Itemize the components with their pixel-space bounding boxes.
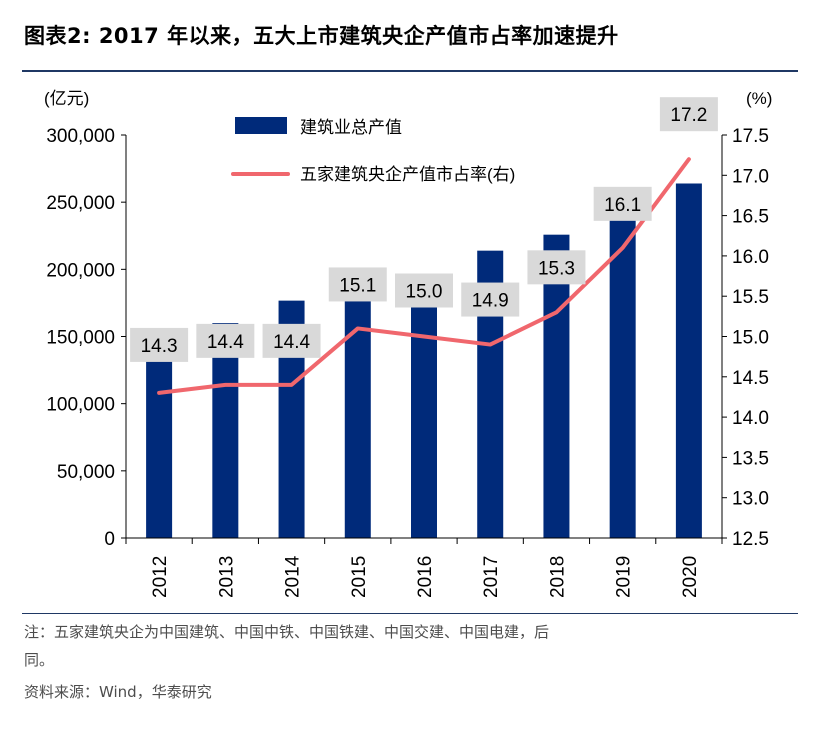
x-tick-label: 2015	[349, 556, 370, 598]
left-tick-label: 100,000	[46, 395, 115, 416]
data-label: 14.9	[472, 291, 509, 312]
right-tick-label: 14.5	[732, 368, 769, 389]
data-label-box	[395, 273, 453, 308]
data-label-box	[593, 186, 652, 221]
bar-2013	[212, 323, 239, 538]
data-label-box	[130, 327, 189, 362]
data-label-box	[196, 323, 255, 358]
data-label: 14.4	[273, 332, 310, 353]
right-tick-label: 14.0	[732, 408, 769, 429]
footnote-line-1: 注：五家建筑央企为中国建筑、中国中铁、中国铁建、中国交建、中国电建，后	[24, 623, 550, 641]
bar-2016	[411, 277, 437, 538]
source-note: 资料来源：Wind，华泰研究	[24, 683, 212, 701]
data-label-box	[461, 282, 520, 317]
bar-2015	[344, 295, 371, 538]
right-tick-label: 15.5	[732, 287, 769, 308]
chart-title: 图表2: 2017 年以来，五大上市建筑央企产值市占率加速提升	[24, 24, 619, 48]
left-tick-label: 200,000	[46, 260, 115, 281]
data-label: 16.1	[604, 195, 641, 216]
x-tick-label: 2014	[283, 555, 304, 598]
x-tick-label: 2013	[216, 556, 237, 598]
right-tick-label: 12.5	[732, 529, 769, 550]
left-tick-label: 0	[104, 529, 115, 550]
x-tick-label: 2020	[680, 556, 701, 598]
footnote-line-2: 同。	[24, 651, 55, 669]
x-tick-label: 2016	[415, 556, 436, 598]
data-label-box	[262, 323, 321, 358]
labels-layer: 14.3 14.4 14.4 15.1 15.0 14.9 15.3 16.1 17.2	[130, 97, 718, 362]
legend-bar-label: 建筑业总产值	[300, 118, 402, 137]
bar-2018	[543, 234, 570, 538]
x-tick-label: 2018	[547, 556, 568, 598]
x-tick-label: 2012	[150, 556, 171, 598]
right-tick-label: 16.5	[732, 207, 769, 228]
market-share-line	[157, 157, 691, 395]
legend-line-label: 五家建筑央企产值市占率(右)	[300, 165, 515, 184]
line-layer	[157, 157, 691, 395]
right-tick-label: 13.5	[732, 448, 769, 469]
bar-2020	[675, 183, 702, 539]
data-label: 14.4	[207, 332, 244, 353]
axes-layer: 0 50,000 100,000 150,000 200,000 250,000 300,0…	[44, 89, 772, 598]
data-label-box	[527, 250, 586, 285]
x-tick-label: 2017	[481, 556, 502, 598]
x-tick-label: 2019	[614, 556, 635, 598]
right-tick-label: 15.0	[732, 328, 769, 349]
chart-canvas: 0 50,000 100,000 150,000 200,000 250,000 300,0…	[44, 89, 772, 598]
title-divider	[22, 70, 798, 72]
left-tick-label: 50,000	[57, 462, 115, 483]
footer-divider	[22, 613, 798, 614]
data-label-box	[328, 267, 387, 302]
left-axis-unit: (亿元)	[44, 89, 89, 108]
left-tick-label: 150,000	[46, 328, 115, 349]
data-label: 14.3	[141, 336, 178, 357]
data-label-box	[659, 97, 718, 132]
data-label: 15.1	[339, 275, 376, 296]
right-tick-label: 13.0	[732, 489, 769, 510]
right-tick-label: 17.5	[732, 126, 769, 147]
right-tick-label: 17.0	[732, 166, 769, 187]
right-axis-unit: (%)	[746, 89, 772, 108]
bars-layer	[146, 183, 702, 539]
data-label: 15.0	[406, 282, 443, 303]
left-tick-label: 300,000	[46, 126, 115, 147]
data-label: 17.2	[670, 105, 707, 126]
bar-2019	[609, 204, 636, 539]
left-tick-label: 250,000	[46, 193, 115, 214]
data-label: 15.3	[538, 258, 575, 279]
legend-bar-swatch	[235, 117, 287, 134]
right-tick-label: 16.0	[732, 247, 769, 268]
bar-2012	[146, 353, 173, 538]
